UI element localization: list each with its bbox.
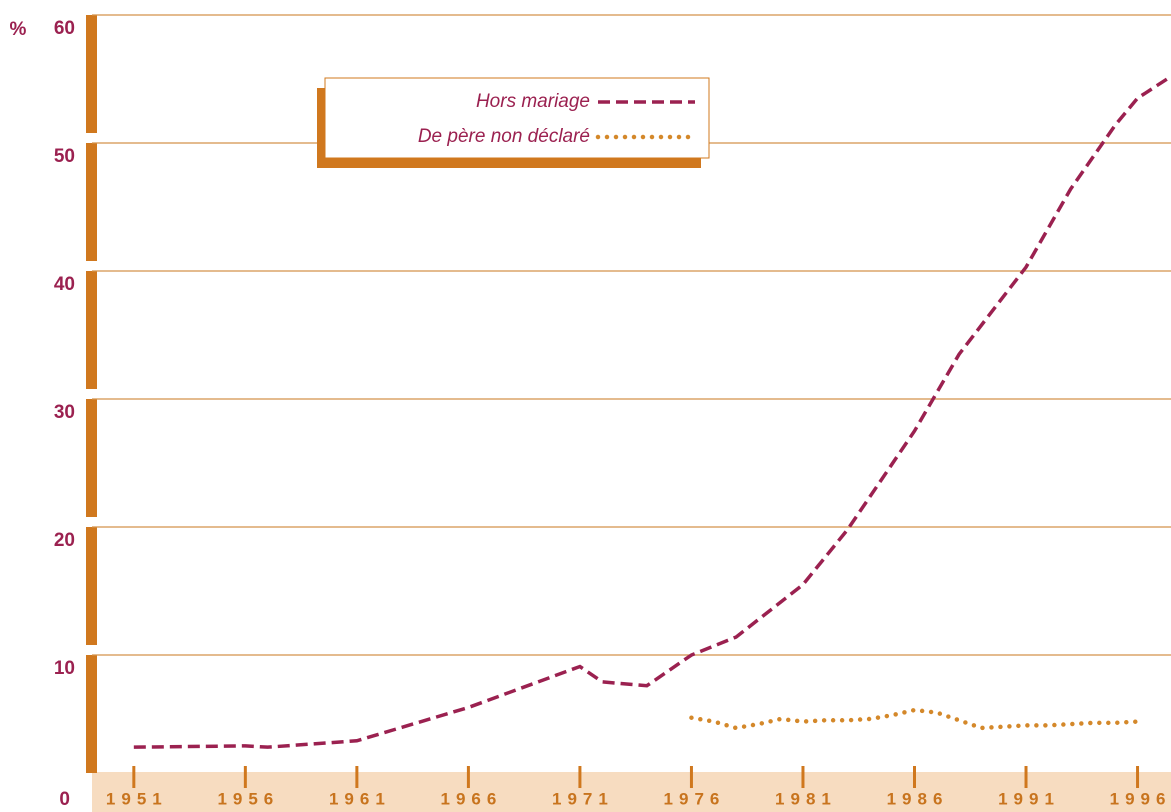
legend-label: Hors mariage (476, 91, 590, 112)
y-axis-segment (86, 15, 97, 133)
x-tick-label: 1976 (664, 789, 726, 808)
x-tick-label: 1951 (106, 789, 168, 808)
y-axis-segment (86, 527, 97, 645)
y-tick-label: 50 (54, 146, 75, 167)
y-tick-label: 10 (54, 658, 75, 679)
x-tick-label: 1961 (329, 789, 391, 808)
y-axis-segment (86, 399, 97, 517)
line-series (689, 707, 1140, 731)
y-tick-label: 20 (54, 530, 75, 551)
x-tick-label: 1996 (1110, 789, 1171, 808)
line-series (133, 74, 1171, 749)
y-axis-segment (86, 655, 97, 773)
x-axis-band (92, 772, 1171, 812)
legend-label: De père non déclaré (418, 126, 590, 147)
x-tick-label: 1986 (887, 789, 949, 808)
legend-box (324, 77, 710, 159)
x-tick-label: 1966 (440, 789, 502, 808)
y-tick-label: 0 (59, 789, 70, 810)
x-tick-label: 1991 (998, 789, 1060, 808)
x-tick-label: 1981 (775, 789, 837, 808)
y-axis-label: % (10, 19, 27, 40)
y-axis-segment (86, 143, 97, 261)
x-tick-label: 1971 (552, 789, 614, 808)
y-axis-segment (86, 271, 97, 389)
x-tick-label: 1956 (217, 789, 279, 808)
y-tick-label: 40 (54, 274, 75, 295)
y-tick-label: 30 (54, 402, 75, 423)
y-tick-label: 60 (54, 18, 75, 39)
